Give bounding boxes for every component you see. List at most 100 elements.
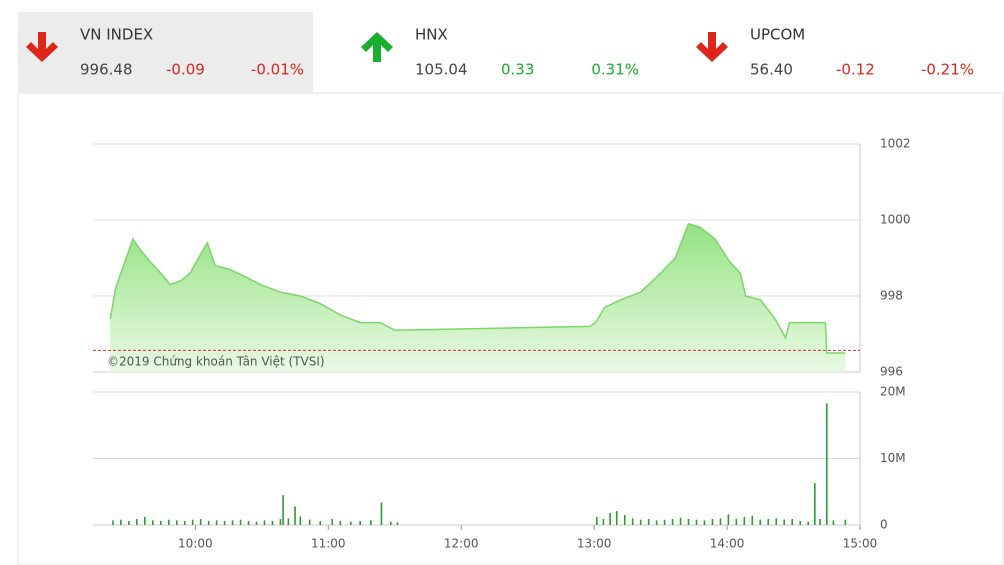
ticker-change: -0.12 xyxy=(836,61,875,79)
volume-bar xyxy=(215,520,218,525)
price-line xyxy=(109,222,846,354)
ticker-name[interactable]: HNX xyxy=(415,26,448,44)
volume-bar xyxy=(287,518,290,525)
volume-bar xyxy=(396,522,399,525)
ticker-value: 105.04 xyxy=(415,61,468,79)
y-tick-label: 1002 xyxy=(880,137,911,151)
volume-bar xyxy=(832,520,835,525)
volume-bar xyxy=(783,519,786,525)
volume-bar xyxy=(255,521,258,525)
volume-bar xyxy=(596,517,598,525)
volume-bar xyxy=(319,521,322,525)
volume-bar xyxy=(775,518,778,525)
volume-bar xyxy=(339,521,342,525)
volume-bar xyxy=(727,514,730,525)
x-tick-label: 11:00 xyxy=(311,537,346,551)
direction-arrow xyxy=(696,32,728,62)
volume-bar xyxy=(647,519,650,525)
ticker-value: 56.40 xyxy=(750,61,793,79)
volume-bar xyxy=(767,519,770,525)
volume-bar xyxy=(807,521,809,525)
volume-bar xyxy=(743,517,746,525)
volume-bar xyxy=(844,519,847,525)
volume-bar xyxy=(609,513,611,525)
ticker-name[interactable]: UPCOM xyxy=(750,26,805,44)
volume-bar xyxy=(120,519,122,525)
direction-arrow xyxy=(361,32,393,62)
volume-bar xyxy=(679,517,682,525)
volume-bar xyxy=(671,519,674,525)
volume-bar xyxy=(159,521,162,525)
price-area xyxy=(110,223,846,372)
watermark: ©2019 Chứng khoán Tân Việt (TVSI) xyxy=(107,355,325,369)
volume-bar xyxy=(359,521,361,525)
volume-bar xyxy=(271,521,274,525)
volume-bar xyxy=(128,521,130,525)
volume-bar xyxy=(207,521,210,525)
ticker-value: 996.48 xyxy=(80,61,133,79)
volume-bar xyxy=(279,519,282,525)
volume-bar xyxy=(695,519,698,525)
volume-bar xyxy=(152,520,154,525)
volume-bar xyxy=(719,518,722,525)
volume-bar xyxy=(263,520,266,525)
volume-bar xyxy=(615,511,618,525)
volume-bar xyxy=(175,520,178,525)
volume-bar xyxy=(167,519,170,525)
ticker-percent: -0.21% xyxy=(921,61,974,79)
volume-bar xyxy=(751,515,754,525)
x-tick-label: 15:00 xyxy=(843,537,878,551)
volume-bar xyxy=(380,502,383,525)
volume-bar xyxy=(370,520,372,525)
volume-bar xyxy=(819,519,821,525)
y-tick-label: 0 xyxy=(880,518,888,532)
volume-bar xyxy=(231,520,234,525)
volume-bar xyxy=(331,519,334,525)
y-tick-label: 10M xyxy=(880,451,906,465)
volume-bar xyxy=(663,519,666,525)
x-tick-label: 14:00 xyxy=(710,537,745,551)
volume-bar xyxy=(735,519,738,525)
volume-bar xyxy=(299,516,302,525)
volume-bar xyxy=(199,519,202,525)
volume-bar xyxy=(759,519,762,525)
volume-bar xyxy=(655,520,658,525)
volume-bar xyxy=(711,519,714,525)
volume-bar xyxy=(239,519,242,525)
volume-bar xyxy=(136,519,138,525)
y-tick-label: 998 xyxy=(880,289,903,303)
volume-bar xyxy=(389,521,392,525)
volume-bar xyxy=(294,506,296,525)
volume-bar xyxy=(791,519,794,525)
ticker-change: -0.09 xyxy=(166,61,205,79)
volume-bar xyxy=(112,520,114,525)
volume-bar xyxy=(144,517,146,525)
volume-bar xyxy=(825,403,828,525)
ticker-name[interactable]: VN INDEX xyxy=(80,26,153,44)
y-tick-label: 1000 xyxy=(880,213,911,227)
volume-bar xyxy=(191,519,194,525)
y-tick-label: 996 xyxy=(880,365,903,379)
ticker-percent: -0.01% xyxy=(251,61,304,79)
volume-bar xyxy=(814,483,816,525)
volume-bar xyxy=(350,521,352,525)
volume-bar xyxy=(703,520,706,525)
x-tick-label: 12:00 xyxy=(444,537,479,551)
volume-bar xyxy=(687,519,690,525)
volume-bar xyxy=(639,519,642,525)
x-tick-label: 13:00 xyxy=(577,537,612,551)
volume-bar xyxy=(623,515,626,525)
volume-bar xyxy=(799,521,801,525)
volume-bar xyxy=(631,518,634,525)
x-tick-label: 10:00 xyxy=(178,537,213,551)
selected-tab[interactable] xyxy=(18,12,313,92)
volume-bar xyxy=(308,519,311,525)
volume-bar xyxy=(282,495,284,525)
volume-bar xyxy=(247,521,250,525)
ticker-percent: 0.31% xyxy=(591,61,639,79)
direction-arrow xyxy=(26,32,58,62)
volume-bar xyxy=(223,521,226,525)
volume-bar xyxy=(183,521,186,525)
y-tick-label: 20M xyxy=(880,385,906,399)
